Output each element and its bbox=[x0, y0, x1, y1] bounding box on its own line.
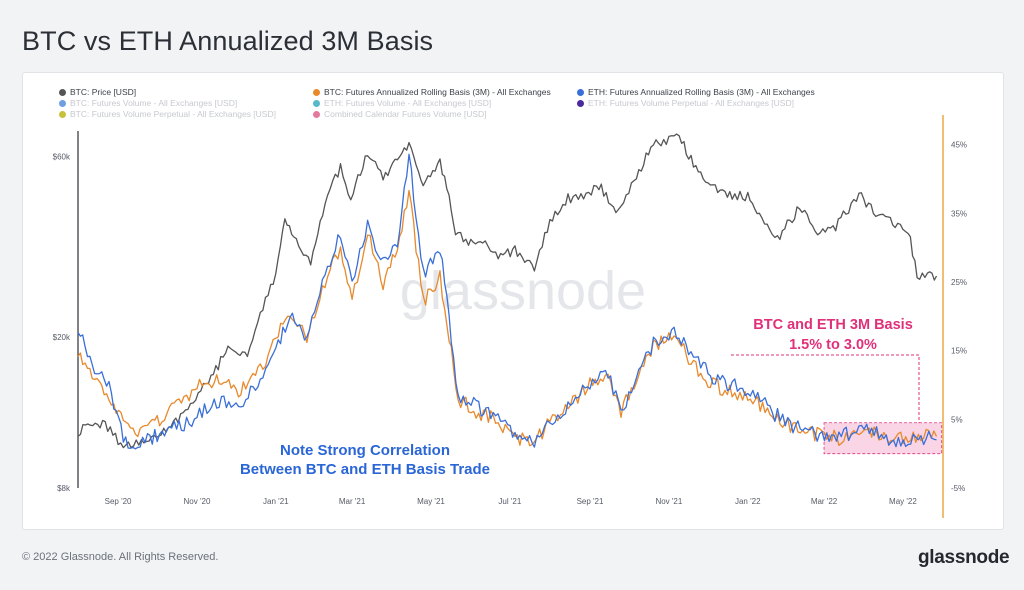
y-right-tick-label: 15% bbox=[951, 347, 967, 356]
legend-dot-icon bbox=[577, 100, 584, 107]
legend-label: Combined Calendar Futures Volume [USD] bbox=[324, 109, 487, 119]
x-tick-label: Jan '22 bbox=[735, 497, 761, 506]
annotation-basis-title: BTC and ETH 3M Basis bbox=[753, 317, 913, 333]
legend-item-btc-volume-perpetual[interactable]: BTC: Futures Volume Perpetual - All Exch… bbox=[59, 109, 276, 119]
legend-dot-icon bbox=[577, 89, 584, 96]
legend-item-btc-basis[interactable]: BTC: Futures Annualized Rolling Basis (3… bbox=[313, 87, 551, 97]
legend-dot-icon bbox=[313, 89, 320, 96]
legend-label: BTC: Futures Volume Perpetual - All Exch… bbox=[70, 109, 276, 119]
glassnode-logo: glassnode bbox=[918, 547, 1010, 568]
y-right-tick-label: 25% bbox=[951, 278, 967, 287]
annotation-basis-range: 1.5% to 3.0% bbox=[789, 337, 877, 353]
chart-card: BTC: Price [USD] BTC: Futures Annualized… bbox=[22, 72, 1004, 530]
x-tick-label: Mar '21 bbox=[339, 497, 366, 506]
legend-label: ETH: Futures Annualized Rolling Basis (3… bbox=[588, 87, 815, 97]
series-line-btc-price bbox=[77, 133, 938, 449]
x-tick-label: May '22 bbox=[889, 497, 917, 506]
y-right-tick-label: -5% bbox=[951, 484, 965, 493]
chart-legend: BTC: Price [USD] BTC: Futures Annualized… bbox=[23, 73, 1003, 123]
x-tick-label: Mar '22 bbox=[811, 497, 838, 506]
watermark: glassnode bbox=[400, 261, 646, 321]
x-tick-label: Sep '21 bbox=[577, 497, 604, 506]
legend-label: ETH: Futures Volume Perpetual - All Exch… bbox=[588, 98, 794, 108]
legend-label: BTC: Price [USD] bbox=[70, 87, 137, 97]
legend-item-eth-basis[interactable]: ETH: Futures Annualized Rolling Basis (3… bbox=[577, 87, 815, 97]
annotation-correlation-subtitle: Between BTC and ETH Basis Trade bbox=[240, 461, 490, 478]
y-left-tick-label: $20k bbox=[53, 333, 71, 342]
y-left-tick-label: $8k bbox=[57, 484, 71, 493]
chart-plot: glassnode $60k $20k $8k 45% 35% 25% 15% 5% -5% Se… bbox=[53, 115, 967, 518]
y-right-tick-label: 35% bbox=[951, 209, 967, 218]
legend-item-combined-volume[interactable]: Combined Calendar Futures Volume [USD] bbox=[313, 109, 487, 119]
x-tick-label: Jul '21 bbox=[498, 497, 521, 506]
legend-label: ETH: Futures Volume - All Exchanges [USD… bbox=[324, 98, 492, 108]
legend-item-eth-volume[interactable]: ETH: Futures Volume - All Exchanges [USD… bbox=[313, 98, 491, 108]
legend-dot-icon bbox=[59, 89, 66, 96]
copyright-text: © 2022 Glassnode. All Rights Reserved. bbox=[22, 551, 219, 563]
page-title: BTC vs ETH Annualized 3M Basis bbox=[22, 26, 434, 56]
legend-dot-icon bbox=[59, 111, 66, 118]
x-tick-label: Jan '21 bbox=[263, 497, 289, 506]
x-tick-label: Sep '20 bbox=[105, 497, 132, 506]
legend-item-btc-price[interactable]: BTC: Price [USD] bbox=[59, 87, 136, 97]
y-left-tick-label: $60k bbox=[53, 152, 71, 161]
legend-label: BTC: Futures Annualized Rolling Basis (3… bbox=[324, 87, 551, 97]
x-tick-label: Nov '20 bbox=[184, 497, 211, 506]
y-right-tick-label: 5% bbox=[951, 415, 963, 424]
x-tick-label: May '21 bbox=[417, 497, 445, 506]
annotation-connector-line bbox=[731, 354, 920, 423]
legend-label: BTC: Futures Volume - All Exchanges [USD… bbox=[70, 98, 238, 108]
legend-dot-icon bbox=[313, 111, 320, 118]
legend-item-eth-volume-perpetual[interactable]: ETH: Futures Volume Perpetual - All Exch… bbox=[577, 98, 794, 108]
legend-dot-icon bbox=[313, 100, 320, 107]
annotation-correlation-title: Note Strong Correlation bbox=[280, 442, 450, 459]
x-tick-label: Nov '21 bbox=[655, 497, 682, 506]
legend-dot-icon bbox=[59, 100, 66, 107]
series-line-eth-basis bbox=[77, 153, 937, 450]
legend-item-btc-volume[interactable]: BTC: Futures Volume - All Exchanges [USD… bbox=[59, 98, 237, 108]
y-right-tick-label: 45% bbox=[951, 141, 967, 150]
series-line-btc-basis bbox=[77, 189, 938, 447]
